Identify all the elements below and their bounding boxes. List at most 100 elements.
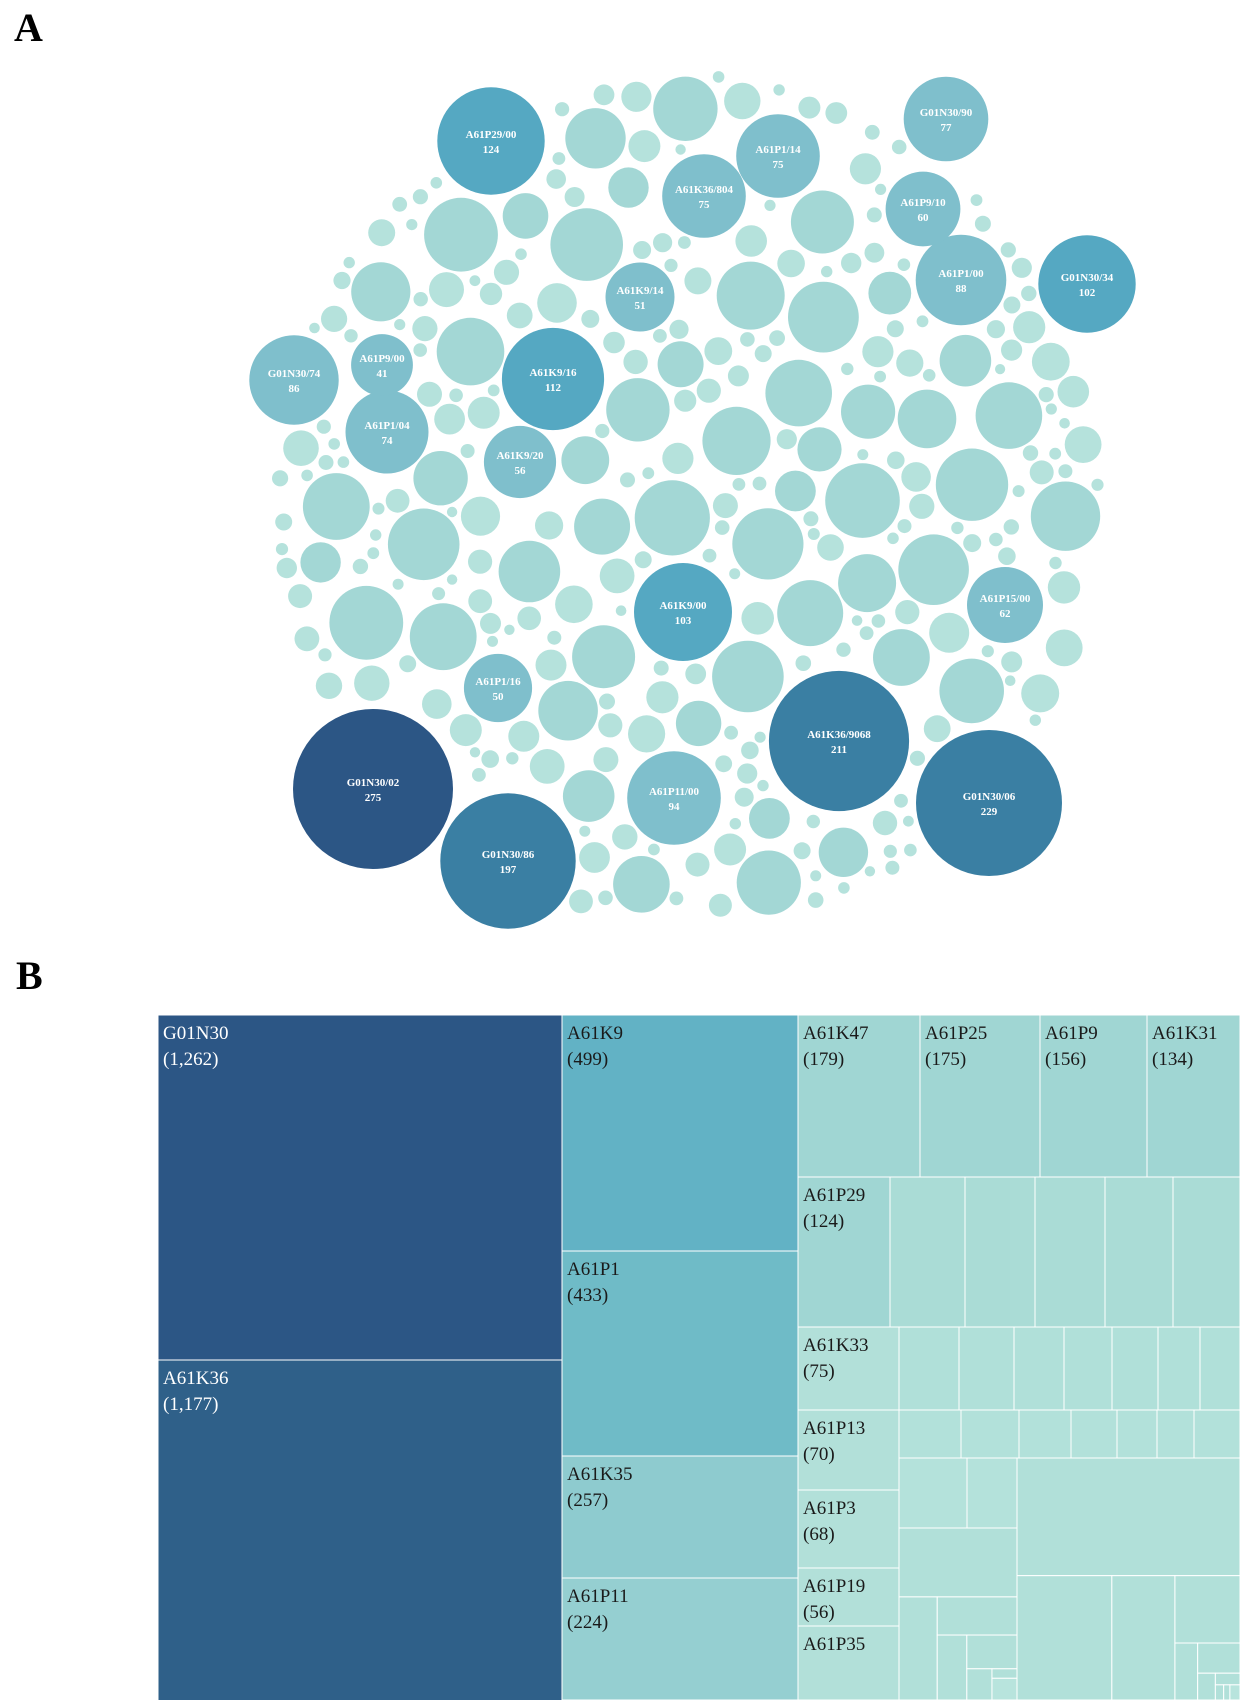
treemap-value-a61p19: (56)	[803, 1602, 835, 1623]
bubble-unlabeled	[333, 271, 351, 290]
bubble-value-g01n30-06: 229	[981, 806, 998, 818]
bubble-unlabeled	[646, 681, 679, 714]
bubble-unlabeled	[817, 534, 844, 561]
bubble-unlabeled	[1003, 519, 1019, 535]
bubble-unlabeled	[657, 341, 704, 388]
bubble-unlabeled	[615, 605, 627, 616]
bubble-unlabeled	[678, 236, 691, 249]
bubble-label-a61p29-00: A61P29/00	[466, 129, 517, 141]
bubble-unlabeled	[1064, 426, 1102, 463]
bubble-unlabeled	[939, 334, 992, 387]
bubble-unlabeled	[1049, 447, 1062, 460]
bubble-unlabeled	[1058, 464, 1073, 479]
bubble-unlabeled	[704, 337, 733, 365]
bubble-unlabeled	[939, 658, 1004, 724]
bubble-unlabeled	[896, 349, 924, 377]
bubble-unlabeled	[825, 463, 900, 538]
bubble-unlabeled	[752, 476, 767, 491]
bubble-unlabeled	[318, 648, 332, 662]
bubble-unlabeled	[621, 81, 652, 112]
treemap-cell-unlabeled	[1156, 1409, 1195, 1459]
bubble-unlabeled	[735, 225, 767, 257]
bubble-unlabeled	[1021, 285, 1037, 302]
bubble-unlabeled	[825, 102, 848, 124]
bubble-unlabeled	[1004, 675, 1016, 686]
bubble-unlabeled	[712, 71, 725, 83]
bubble-unlabeled	[986, 320, 1006, 339]
bubble-unlabeled	[995, 364, 1006, 375]
treemap-cell-unlabeled	[1016, 1457, 1241, 1577]
bubble-label-a61k9-00: A61K9/00	[659, 600, 707, 612]
treemap-cell-unlabeled	[1197, 1642, 1241, 1674]
bubble-unlabeled	[612, 824, 638, 850]
bubble-unlabeled	[871, 614, 886, 628]
bubble-unlabeled	[922, 369, 936, 382]
treemap-cell-unlabeled	[1172, 1176, 1241, 1328]
treemap-cell-unlabeled	[1223, 1684, 1231, 1700]
bubble-value-a61p1-14: 75	[773, 159, 785, 171]
bubble-unlabeled	[923, 715, 951, 743]
treemap-cell-unlabeled	[1116, 1409, 1158, 1459]
treemap-cell-unlabeled	[1157, 1326, 1201, 1411]
bubble-unlabeled	[765, 359, 832, 427]
bubble-unlabeled	[740, 332, 755, 347]
bubble-value-a61k36-9068: 211	[831, 744, 847, 756]
treemap-value-a61p9: (156)	[1045, 1049, 1086, 1070]
bubble-unlabeled	[749, 798, 790, 839]
treemap-chart: G01N30 (1,262) A61K36 (1,177) A61K9 (499) A61P…	[157, 1014, 1241, 1700]
treemap-value-a61p13: (70)	[803, 1444, 835, 1465]
bubble-unlabeled	[283, 430, 319, 467]
bubble-unlabeled	[1029, 714, 1042, 726]
unlabeled-bubble-cluster	[272, 71, 1104, 917]
panel-b-label: B	[16, 953, 43, 998]
bubble-unlabeled	[535, 511, 564, 540]
bubble-unlabeled	[315, 672, 343, 699]
bubble-unlabeled	[337, 456, 350, 468]
bubble-unlabeled	[634, 551, 652, 569]
bubble-unlabeled	[818, 827, 869, 877]
bubble-unlabeled	[989, 532, 1003, 547]
bubble-label-g01n30-86: G01N30/86	[482, 849, 535, 861]
treemap-value-a61k36: (1,177)	[163, 1394, 218, 1415]
treemap-cell-unlabeled	[1199, 1326, 1241, 1411]
bubble-unlabeled	[790, 190, 854, 254]
treemap-cell-unlabeled	[1018, 1409, 1072, 1459]
bubble-unlabeled	[469, 275, 481, 287]
bubble-unlabeled	[537, 283, 577, 323]
treemap-cell-unlabeled	[1063, 1326, 1113, 1411]
bubble-label-a61p1-00: A61P1/00	[938, 268, 984, 280]
bubble-label-a61p15-00: A61P15/00	[980, 593, 1031, 605]
treemap-cell-unlabeled	[1174, 1575, 1241, 1644]
bubble-unlabeled	[897, 519, 912, 534]
bubble-value-a61k9-00: 103	[675, 615, 692, 627]
treemap-label-a61p3: A61P3	[803, 1498, 856, 1519]
bubble-unlabeled	[613, 856, 670, 913]
treemap-label-a61p11: A61P11	[567, 1586, 629, 1607]
bubble-unlabeled	[412, 316, 438, 342]
bubble-unlabeled	[352, 558, 369, 575]
bubble-unlabeled	[714, 520, 730, 535]
bubble-unlabeled	[648, 843, 660, 856]
bubble-unlabeled	[776, 429, 797, 450]
bubble-unlabeled	[664, 258, 678, 272]
bubble-unlabeled	[862, 336, 894, 368]
bubble-unlabeled	[894, 793, 908, 808]
treemap-cell-unlabeled	[1229, 1684, 1241, 1700]
bubble-unlabeled	[729, 818, 741, 830]
bubble-unlabeled	[1049, 556, 1062, 570]
bubble-unlabeled	[562, 770, 615, 822]
bubble-unlabeled	[392, 578, 404, 590]
bubble-unlabeled	[409, 603, 477, 671]
bubble-unlabeled	[506, 302, 533, 329]
bubble-unlabeled	[838, 554, 897, 613]
bubble-unlabeled	[916, 315, 929, 328]
bubble-label-a61k36-804: A61K36/804	[675, 184, 734, 196]
bubble-unlabeled	[895, 600, 920, 625]
bubble-a61p1-04	[345, 390, 429, 474]
bubble-unlabeled	[1045, 629, 1083, 667]
treemap-value-a61p29: (124)	[803, 1211, 844, 1232]
bubble-value-a61k9-14: 51	[635, 300, 646, 312]
treemap-cell-a61p25	[919, 1014, 1041, 1178]
bubble-unlabeled	[623, 349, 648, 375]
bubble-unlabeled	[777, 249, 805, 278]
